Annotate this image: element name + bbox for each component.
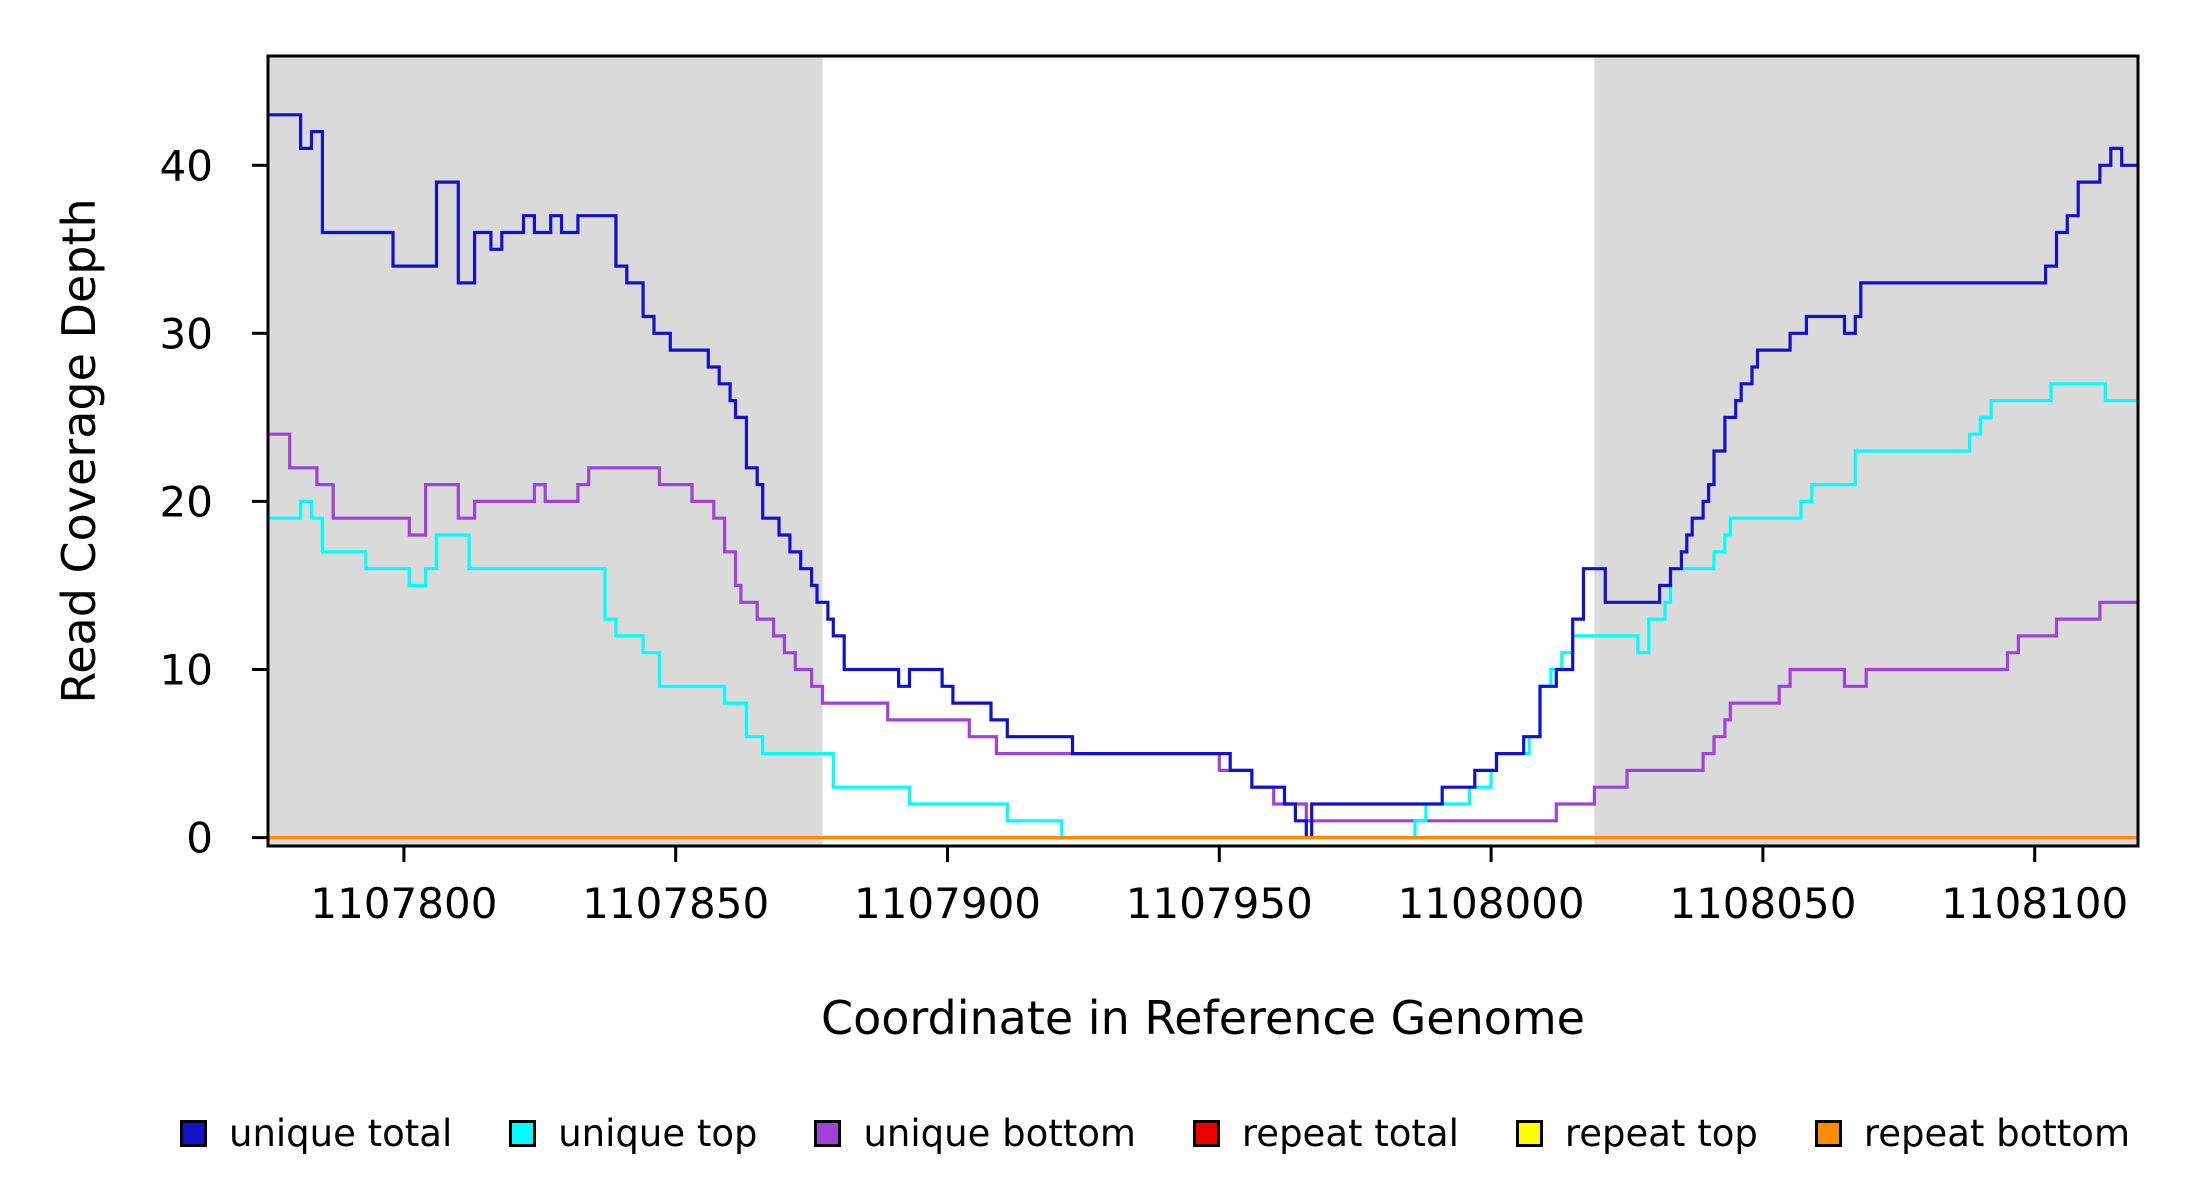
coverage-plot-container: 1107800 1107850 1107900 1107950 1108000 11080… [52,54,2140,1045]
legend-item-unique-total: unique total [180,1112,452,1155]
x-axis-tick-label: 1107850 [582,879,769,928]
legend-swatch-repeat-top [1515,1119,1543,1147]
x-axis-tick-label: 1108100 [1941,879,2128,928]
legend-item-repeat-bottom: repeat bottom [1814,1111,2130,1155]
series-line-unique-top [268,382,2138,840]
legend: unique total unique top unique bottom repea… [0,1098,2200,1168]
y-axis-tick-label: 30 [160,309,213,358]
legend-item-repeat-total: repeat total [1192,1111,1459,1155]
coverage-chart: 1107800 1107850 1107900 1107950 1108000 11080… [52,54,2140,1045]
y-axis-tick-label: 40 [160,141,213,190]
plot-border [266,54,2140,848]
legend-label-repeat-top: repeat top [1564,1111,1758,1155]
legend-label-repeat-bottom: repeat bottom [1863,1111,2130,1155]
shaded-region-0 [268,56,823,846]
y-axis-tick-label: 10 [160,646,213,695]
y-axis-title: Read Coverage Depth [52,198,106,703]
legend-label-unique-top: unique top [558,1111,758,1155]
legend-item-unique-bottom: unique bottom [814,1111,1136,1155]
legend-item-unique-top: unique top [509,1111,758,1155]
legend-swatch-unique-total [180,1119,207,1147]
x-axis-tick-label: 1107950 [1126,879,1313,928]
x-axis-title: Coordinate in Reference Genome [821,991,1585,1045]
x-axis-tick-label: 1108000 [1398,879,1585,928]
legend-item-repeat-top: repeat top [1515,1111,1758,1155]
legend-label-unique-total: unique total [229,1111,453,1155]
series-line-unique-bottom [268,432,2138,823]
y-axis-tick-label: 20 [160,477,213,526]
x-axis-tick-label: 1108050 [1669,879,1856,928]
legend-swatch-unique-top [509,1119,537,1147]
x-axis-tick-label: 1107900 [854,879,1041,928]
legend-swatch-repeat-bottom [1814,1119,1842,1147]
legend-swatch-unique-bottom [814,1119,842,1147]
legend-label-repeat-total: repeat total [1241,1111,1459,1155]
legend-swatch-repeat-total [1192,1119,1220,1147]
series-line-unique-total [268,113,2138,840]
y-axis-tick-label: 0 [186,814,213,863]
x-axis-tick-label: 1107800 [310,879,497,928]
legend-label-unique-bottom: unique bottom [863,1111,1136,1155]
